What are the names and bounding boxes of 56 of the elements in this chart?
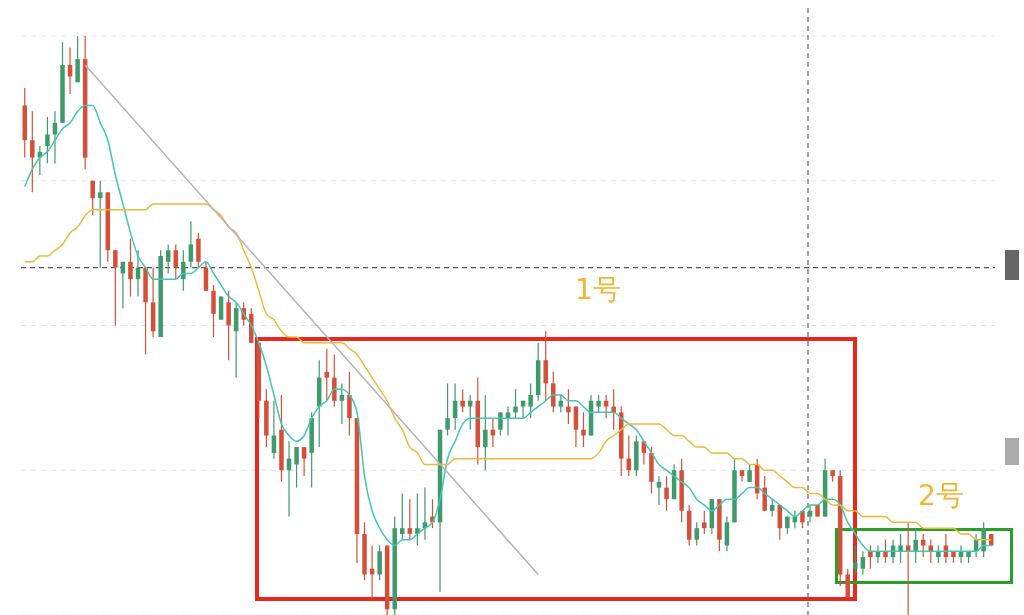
candlestick bbox=[113, 249, 118, 327]
candlestick bbox=[347, 371, 352, 437]
candlestick bbox=[445, 382, 450, 437]
candlestick bbox=[694, 521, 699, 547]
annotation: 1号 bbox=[575, 273, 621, 306]
candlestick bbox=[490, 417, 496, 448]
candlestick bbox=[807, 504, 813, 523]
annotation: 2号 bbox=[918, 479, 964, 512]
candlestick bbox=[294, 446, 299, 489]
candlestick bbox=[603, 394, 609, 419]
candlestick bbox=[483, 394, 488, 471]
candlestick bbox=[543, 330, 548, 402]
candlestick bbox=[188, 220, 194, 269]
candlestick bbox=[513, 388, 518, 419]
candlestick bbox=[724, 515, 730, 552]
candlestick bbox=[581, 411, 586, 448]
candlestick bbox=[196, 232, 201, 269]
candlestick bbox=[90, 180, 95, 217]
candlestick bbox=[845, 568, 850, 599]
candlestick bbox=[75, 36, 80, 83]
candlestick bbox=[30, 110, 35, 193]
candlestick bbox=[913, 527, 918, 564]
candlestick bbox=[860, 550, 866, 576]
candlestick bbox=[165, 243, 171, 274]
candlestick bbox=[415, 492, 420, 547]
candlestick bbox=[520, 400, 526, 419]
candlestick bbox=[407, 498, 413, 541]
candlestick bbox=[211, 284, 216, 338]
candlestick bbox=[467, 394, 473, 431]
candlestick bbox=[226, 290, 231, 361]
candlestick bbox=[173, 243, 179, 280]
candlestick bbox=[883, 539, 888, 564]
candlestick bbox=[611, 388, 616, 431]
candlestick bbox=[702, 510, 707, 535]
candlestick bbox=[377, 544, 382, 581]
candlestick bbox=[566, 388, 571, 425]
candlestick bbox=[762, 475, 767, 512]
candlestick bbox=[921, 533, 926, 558]
candlestick bbox=[45, 116, 50, 164]
candlestick bbox=[528, 382, 533, 419]
candlestick bbox=[181, 249, 186, 292]
candlestick bbox=[301, 446, 307, 477]
candlestick bbox=[868, 544, 873, 570]
candlestick bbox=[664, 475, 669, 512]
candlestick bbox=[98, 180, 103, 269]
candlestick bbox=[324, 348, 330, 402]
candlestick bbox=[67, 46, 73, 95]
candlestick bbox=[400, 492, 405, 541]
candlestick bbox=[339, 382, 345, 425]
candlestick bbox=[898, 533, 903, 564]
candlestick bbox=[656, 475, 662, 506]
candlestick bbox=[128, 238, 133, 298]
candlestick bbox=[332, 353, 337, 408]
candlestick bbox=[853, 544, 858, 576]
candlestick bbox=[460, 388, 465, 413]
candlestick bbox=[551, 371, 556, 413]
